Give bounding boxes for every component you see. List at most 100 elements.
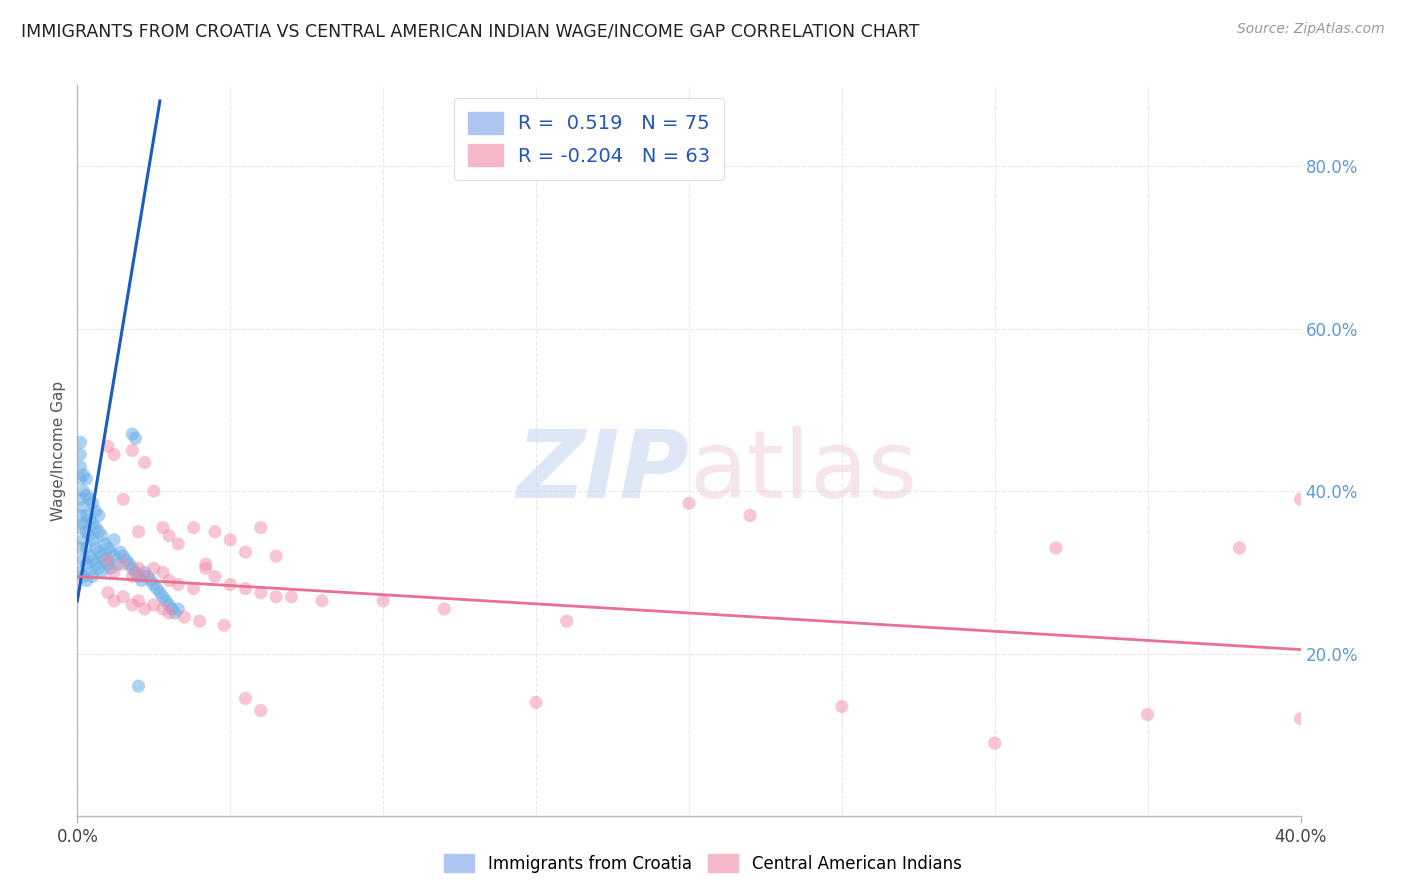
Point [433, 602, 456, 616]
Point [79, 549, 101, 563]
Point [79, 492, 101, 507]
Point [204, 569, 226, 583]
Point [112, 492, 135, 507]
Point [94, 553, 117, 567]
Point [157, 574, 180, 588]
Point [194, 561, 217, 575]
Point [76, 524, 98, 539]
Point [139, 574, 162, 588]
Point [72, 467, 94, 482]
Point [69, 459, 91, 474]
Point [984, 736, 1007, 750]
Point [112, 549, 135, 563]
Point [84, 541, 107, 555]
Point [82, 516, 104, 531]
Point [152, 566, 174, 580]
Point [160, 602, 183, 616]
Point [235, 582, 257, 596]
Point [250, 585, 273, 599]
Point [134, 602, 156, 616]
Point [121, 427, 143, 442]
Point [69, 472, 91, 486]
Point [152, 590, 174, 604]
Point [131, 574, 153, 588]
Point [72, 500, 94, 515]
Point [183, 521, 205, 535]
Point [134, 566, 156, 580]
Point [90, 566, 112, 580]
Y-axis label: Wage/Income Gap: Wage/Income Gap [51, 380, 66, 521]
Point [121, 561, 143, 575]
Point [1229, 541, 1251, 555]
Point [124, 431, 146, 445]
Point [555, 614, 578, 628]
Point [87, 524, 110, 539]
Point [1289, 492, 1312, 507]
Point [142, 577, 165, 591]
Point [678, 496, 700, 510]
Point [76, 488, 98, 502]
Point [87, 545, 110, 559]
Point [142, 484, 165, 499]
Point [149, 585, 172, 599]
Point [69, 521, 91, 535]
Point [97, 541, 120, 555]
Point [84, 558, 107, 572]
Point [134, 569, 156, 583]
Point [127, 524, 149, 539]
Point [250, 521, 273, 535]
Point [142, 598, 165, 612]
Point [115, 553, 138, 567]
Point [121, 443, 143, 458]
Point [100, 561, 122, 575]
Point [69, 508, 91, 523]
Point [121, 569, 143, 583]
Point [69, 448, 91, 462]
Point [82, 569, 104, 583]
Point [84, 504, 107, 518]
Point [157, 529, 180, 543]
Point [127, 679, 149, 693]
Legend: R =  0.519   N = 75, R = -0.204   N = 63: R = 0.519 N = 75, R = -0.204 N = 63 [454, 98, 724, 180]
Point [105, 558, 128, 572]
Point [97, 585, 120, 599]
Point [82, 496, 104, 510]
Point [76, 472, 98, 486]
Point [103, 549, 125, 563]
Point [82, 553, 104, 567]
Point [831, 699, 853, 714]
Point [97, 553, 120, 567]
Point [118, 558, 141, 572]
Point [219, 533, 242, 547]
Text: IMMIGRANTS FROM CROATIA VS CENTRAL AMERICAN INDIAN WAGE/INCOME GAP CORRELATION C: IMMIGRANTS FROM CROATIA VS CENTRAL AMERI… [21, 22, 920, 40]
Point [1289, 712, 1312, 726]
Point [740, 508, 762, 523]
Point [124, 566, 146, 580]
Point [76, 541, 98, 555]
Point [94, 537, 117, 551]
Point [112, 590, 135, 604]
Point [103, 533, 125, 547]
Point [127, 569, 149, 583]
Point [371, 594, 394, 608]
Point [311, 594, 333, 608]
Point [76, 574, 98, 588]
Point [235, 545, 257, 559]
Point [76, 558, 98, 572]
Point [103, 566, 125, 580]
Point [235, 691, 257, 706]
Point [72, 533, 94, 547]
Text: Source: ZipAtlas.com: Source: ZipAtlas.com [1237, 22, 1385, 37]
Point [69, 566, 91, 580]
Point [90, 529, 112, 543]
Point [69, 541, 91, 555]
Point [1136, 707, 1159, 722]
Point [87, 508, 110, 523]
Point [146, 582, 169, 596]
Point [188, 614, 211, 628]
Point [79, 566, 101, 580]
Point [212, 618, 235, 632]
Point [157, 606, 180, 620]
Point [87, 561, 110, 575]
Point [183, 582, 205, 596]
